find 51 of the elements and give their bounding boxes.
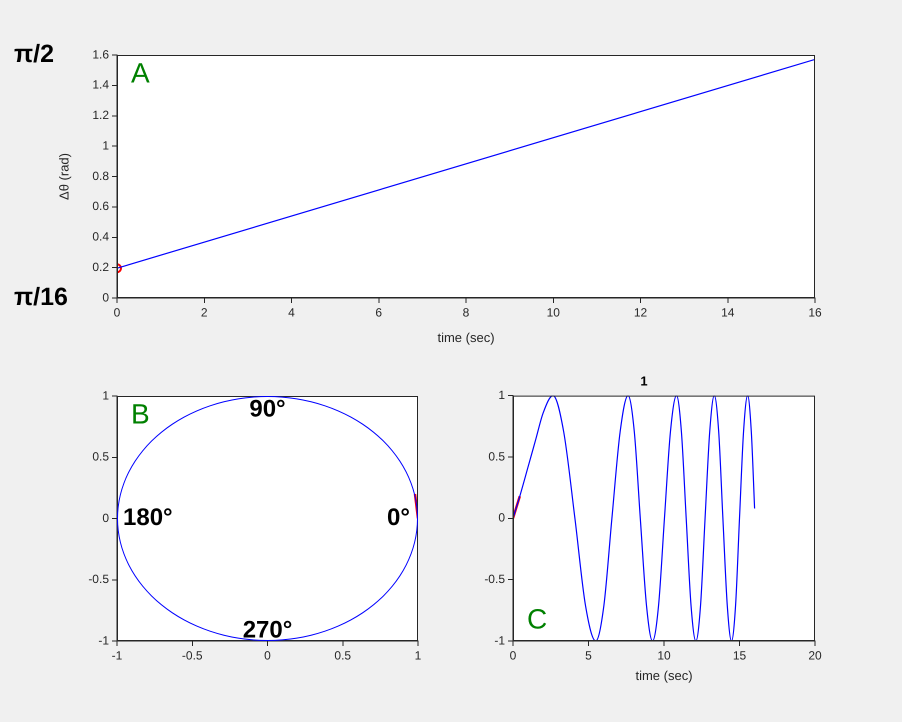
y-tick-label: -1 bbox=[98, 633, 110, 648]
x-tick-label: 15 bbox=[732, 648, 746, 663]
y-tick-label: 0.2 bbox=[92, 260, 110, 274]
x-tick-label: 8 bbox=[462, 306, 470, 320]
y-axis-title: Δθ (rad) bbox=[56, 153, 72, 200]
annotation: 270° bbox=[242, 616, 292, 644]
y-tick-label: 1 bbox=[102, 388, 110, 402]
x-tick-label: 14 bbox=[721, 306, 735, 320]
x-tick-label: 0.5 bbox=[334, 648, 352, 663]
x-tick-label: 10 bbox=[657, 648, 671, 663]
y-tick-label: 1 bbox=[498, 388, 506, 402]
annotation: C bbox=[527, 604, 548, 635]
chart-title: 1 bbox=[640, 373, 648, 388]
y-tick-label: -0.5 bbox=[484, 572, 506, 586]
y-tick-label: 1.6 bbox=[92, 47, 110, 62]
y-tick-label: 0 bbox=[102, 290, 110, 304]
x-tick-label: -1 bbox=[112, 648, 123, 663]
x-tick-label: 1 bbox=[414, 648, 422, 663]
x-tick-label: -0.5 bbox=[182, 648, 203, 663]
y-tick-label: 1 bbox=[102, 138, 110, 152]
x-tick-label: 6 bbox=[375, 306, 382, 320]
y-tick-label: 0.5 bbox=[92, 450, 110, 464]
y-tick-label: -0.5 bbox=[88, 572, 110, 586]
annotation: A bbox=[131, 58, 150, 89]
y-tick-label: 0.8 bbox=[92, 168, 110, 183]
x-tick-label: 10 bbox=[546, 306, 560, 320]
x-tick-label: 0 bbox=[114, 306, 121, 320]
y-tick-label: 0.4 bbox=[92, 230, 110, 244]
y-tick-label: 0 bbox=[498, 510, 506, 525]
annotation: 90° bbox=[249, 396, 286, 423]
y-tick-label: 0 bbox=[102, 510, 110, 525]
annotation: 0° bbox=[387, 504, 410, 532]
x-tick-label: 12 bbox=[634, 306, 648, 320]
y-tick-label: 1.4 bbox=[92, 78, 110, 92]
y-tick-label: 0.5 bbox=[488, 449, 506, 464]
x-tick-label: 4 bbox=[288, 306, 296, 320]
x-tick-label: 2 bbox=[200, 306, 208, 320]
annotation: 180° bbox=[123, 504, 173, 532]
text: π/16 bbox=[14, 282, 68, 311]
x-tick-label: 20 bbox=[808, 648, 822, 663]
x-tick-label: 16 bbox=[808, 306, 822, 320]
annotation: B bbox=[131, 398, 150, 430]
x-tick-label: 0 bbox=[510, 648, 517, 663]
x-axis-title: time (sec) bbox=[437, 330, 495, 345]
x-tick-label: 0 bbox=[264, 648, 272, 663]
y-tick-label: 0.6 bbox=[92, 199, 110, 214]
text: π/2 bbox=[14, 40, 54, 68]
x-axis-title: time (sec) bbox=[635, 668, 693, 683]
x-tick-label: 5 bbox=[585, 648, 592, 663]
y-tick-label: 1.2 bbox=[92, 108, 110, 122]
y-tick-label: -1 bbox=[494, 633, 506, 648]
